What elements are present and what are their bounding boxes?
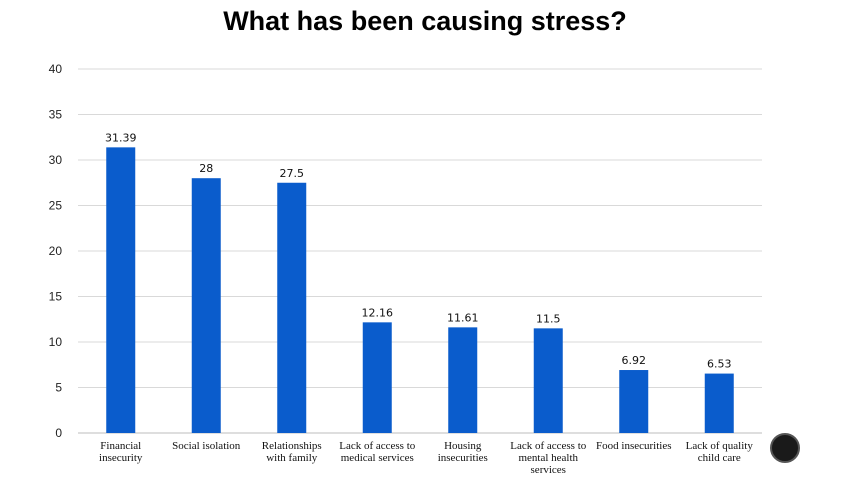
y-tick-label: 20 bbox=[49, 244, 63, 258]
y-tick-label: 25 bbox=[49, 199, 63, 213]
bar bbox=[448, 327, 478, 433]
y-tick-label: 5 bbox=[55, 381, 62, 395]
y-tick-label: 35 bbox=[49, 108, 63, 122]
category-label: Lack of quality child care bbox=[686, 440, 754, 464]
bar bbox=[533, 328, 563, 433]
circle-logo-icon bbox=[770, 433, 800, 463]
gridlines bbox=[78, 68, 762, 434]
data-label: 6.92 bbox=[622, 354, 647, 367]
bar bbox=[619, 370, 649, 433]
category-label: Social isolation bbox=[172, 440, 241, 452]
bar bbox=[191, 178, 221, 433]
data-label: 27.5 bbox=[280, 167, 305, 180]
category-label: Lack of access to medical services bbox=[339, 440, 416, 464]
bar bbox=[362, 322, 392, 433]
y-tick-label: 15 bbox=[49, 290, 63, 304]
y-tick-label: 10 bbox=[49, 335, 63, 349]
category-label: Housing insecurities bbox=[438, 440, 488, 464]
bar bbox=[106, 147, 136, 433]
x-axis: Financial insecurity Social isolation Relat… bbox=[99, 440, 753, 476]
category-label: Food insecurities bbox=[596, 440, 671, 452]
bar bbox=[704, 373, 734, 433]
y-axis: 0 5 10 15 20 25 30 35 40 bbox=[49, 62, 63, 440]
category-label: Relationships with family bbox=[262, 440, 322, 464]
data-label: 6.53 bbox=[707, 358, 732, 371]
data-label: 12.16 bbox=[362, 306, 394, 319]
category-label: Lack of access to mental health services bbox=[510, 440, 587, 476]
y-tick-label: 40 bbox=[49, 62, 63, 76]
y-tick-label: 30 bbox=[49, 153, 63, 167]
bars: 31.39 28 27.5 12.16 11.61 11.5 6.92 6.53 bbox=[105, 131, 734, 433]
y-tick-label: 0 bbox=[55, 426, 62, 440]
data-label: 11.61 bbox=[447, 311, 479, 324]
data-label: 11.5 bbox=[536, 312, 561, 325]
bar bbox=[277, 182, 307, 433]
data-label: 31.39 bbox=[105, 131, 137, 144]
data-label: 28 bbox=[199, 162, 213, 175]
category-label: Financial insecurity bbox=[99, 440, 143, 464]
chart-title: What has been causing stress? bbox=[223, 6, 627, 36]
